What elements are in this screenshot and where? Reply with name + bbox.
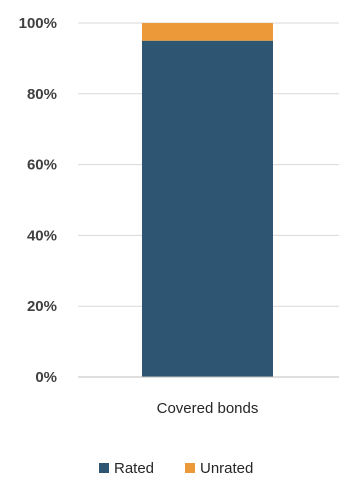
legend: Rated Unrated <box>99 460 253 477</box>
bar-segment-unrated <box>142 23 273 41</box>
y-axis-ticks: 0% 20% 40% 60% 80% 100% <box>19 15 57 386</box>
legend-swatch-unrated <box>185 463 195 473</box>
y-tick-label: 100% <box>19 15 57 32</box>
x-category-label: Covered bonds <box>157 400 259 417</box>
bars <box>142 23 273 377</box>
y-tick-label: 40% <box>27 227 57 244</box>
legend-label-unrated: Unrated <box>200 460 253 477</box>
bar-segment-rated <box>142 40 273 377</box>
x-axis-categories: Covered bonds <box>157 400 259 417</box>
y-tick-label: 60% <box>27 157 57 174</box>
y-tick-label: 20% <box>27 298 57 315</box>
y-tick-label: 80% <box>27 86 57 103</box>
legend-label-rated: Rated <box>114 460 154 477</box>
legend-swatch-rated <box>99 463 109 473</box>
y-tick-label: 0% <box>35 369 57 386</box>
